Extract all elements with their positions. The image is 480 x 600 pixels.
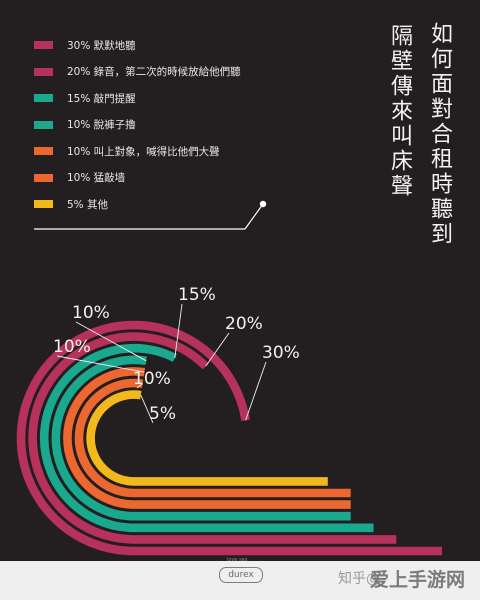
leader-line [140, 394, 154, 424]
title-line-1: 如何面對合租時聽到 [427, 22, 452, 247]
legend-swatch [34, 67, 53, 76]
legend-item: 10% 脫褲子擼 [34, 112, 241, 139]
legend-swatch [34, 94, 53, 103]
bar-arc-6 [74, 378, 351, 498]
data-label: 30% [262, 343, 300, 363]
data-label: 20% [225, 314, 263, 334]
durex-logo: durex [219, 567, 263, 583]
data-label: 5% [149, 404, 176, 424]
legend-swatch [34, 173, 53, 182]
pointer-line-diagonal [244, 203, 264, 230]
legend-swatch [34, 200, 53, 209]
legend-label: 20% 錄音，第二次的時候放給他們聽 [67, 66, 241, 79]
data-label: 10% [72, 303, 110, 323]
legend-item: 5% 其他 [34, 191, 241, 218]
brand-tagline: love sex [227, 557, 248, 563]
legend-item: 30% 默默地聽 [34, 32, 241, 59]
legend-label: 10% 脫褲子擼 [67, 119, 136, 132]
legend: 30% 默默地聽 20% 錄音，第二次的時候放給他們聽 15% 敲門提醒 10% 脫褲… [34, 32, 241, 218]
legend-swatch [34, 147, 53, 156]
leader-line [174, 303, 183, 359]
data-label: 10% [133, 369, 171, 389]
leader-line [75, 321, 147, 362]
legend-label: 15% 敲門提醒 [67, 92, 136, 105]
watermark-text: 知乎@ [338, 571, 380, 587]
title-line-2: 隔壁傳來叫床聲 [387, 24, 412, 199]
legend-item: 10% 猛敲墙 [34, 165, 241, 192]
pointer-dot [259, 200, 267, 208]
leader-line [136, 383, 143, 389]
bar-arc-7 [86, 390, 328, 486]
legend-label: 5% 其他 [67, 198, 108, 211]
data-label: 15% [178, 285, 216, 305]
legend-item: 20% 錄音，第二次的時候放給他們聽 [34, 59, 241, 86]
bar-arc-1 [16, 320, 442, 556]
legend-label: 30% 默默地聽 [67, 39, 136, 52]
bar-arc-2 [28, 332, 397, 544]
legend-label: 10% 叫上對象，喊得比他們大聲 [67, 145, 220, 158]
legend-swatch [34, 120, 53, 129]
legend-item: 15% 敲門提醒 [34, 85, 241, 112]
bar-arc-5 [63, 367, 351, 509]
legend-item: 10% 叫上對象，喊得比他們大聲 [34, 138, 241, 165]
watermark-site: 爱上手游网 [370, 569, 466, 591]
leader-line [245, 361, 267, 421]
legend-swatch [34, 41, 53, 50]
legend-label: 10% 猛敲墙 [67, 172, 126, 185]
data-label: 10% [53, 337, 91, 357]
leader-line [56, 355, 145, 373]
leader-line [205, 332, 230, 367]
